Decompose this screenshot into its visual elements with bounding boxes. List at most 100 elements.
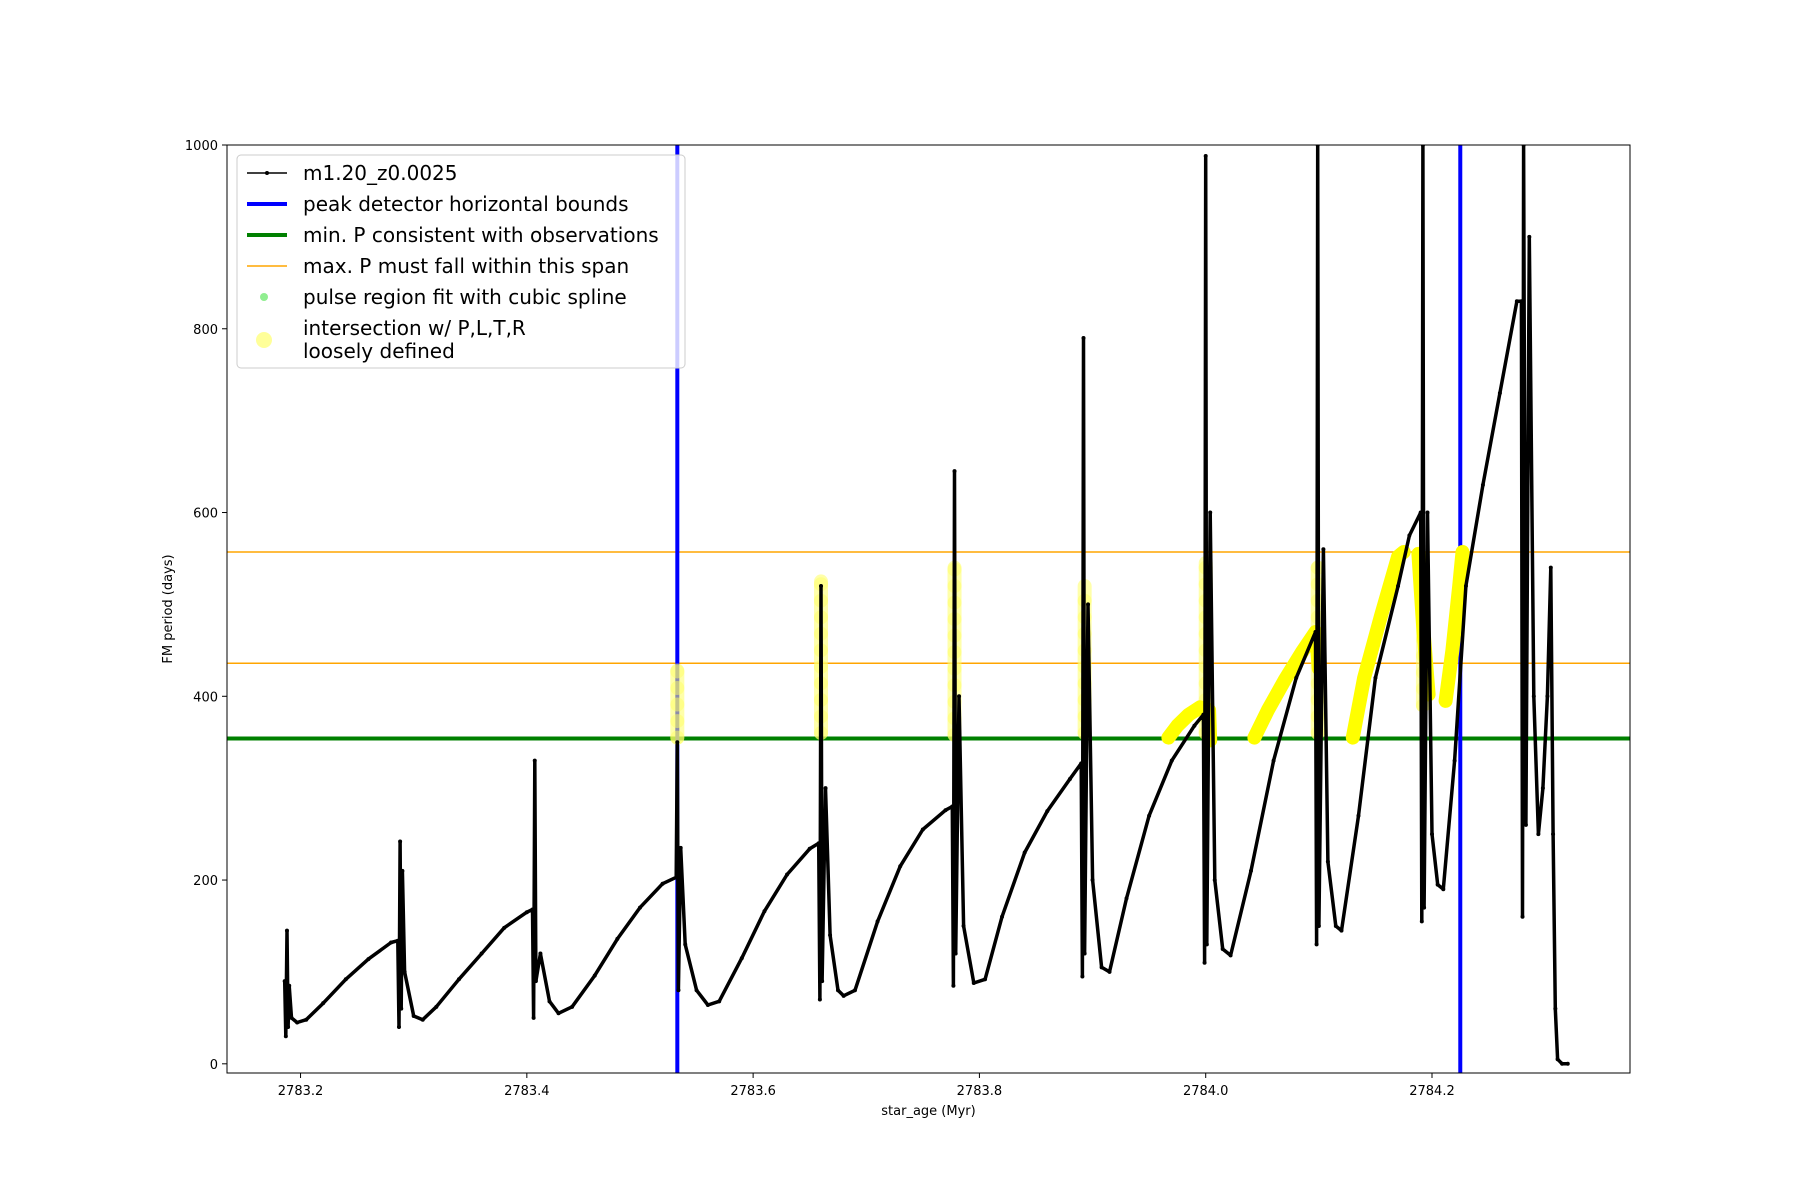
data-point (570, 1004, 575, 1009)
data-point (807, 846, 812, 851)
data-point (398, 839, 403, 844)
x-tick-label: 2783.4 (504, 1084, 550, 1099)
data-point (1169, 758, 1174, 763)
data-point (957, 694, 962, 699)
data-point (739, 956, 744, 961)
data-point (1099, 965, 1104, 970)
data-point (1313, 629, 1318, 634)
data-point (762, 909, 767, 914)
data-point (820, 979, 825, 984)
data-point (675, 740, 680, 745)
data-point (1425, 510, 1430, 515)
data-point (1514, 299, 1519, 304)
data-point (533, 979, 538, 984)
data-point (678, 845, 683, 850)
data-point (1531, 694, 1536, 699)
legend-label: max. P must fall within this span (303, 254, 629, 278)
spline-point (670, 681, 685, 696)
data-point (411, 1014, 416, 1019)
data-point (295, 1020, 300, 1025)
data-point (1480, 482, 1485, 487)
data-point (950, 804, 955, 809)
data-point (1441, 887, 1446, 892)
y-tick-label: 400 (193, 690, 218, 705)
plot-frame (226, 144, 1631, 1074)
data-point (819, 584, 824, 589)
data-point (1536, 832, 1541, 837)
data-point (898, 864, 903, 869)
y-tick-label: 600 (193, 507, 218, 522)
data-point (694, 988, 699, 993)
spline-column-1 (670, 663, 685, 745)
data-point (1107, 969, 1112, 974)
data-point (282, 979, 287, 984)
data-point (816, 841, 821, 846)
data-point (286, 1025, 291, 1030)
data-point (1422, 905, 1427, 910)
data-point (1560, 1061, 1565, 1066)
data-point (852, 988, 857, 993)
data-point (502, 925, 507, 930)
data-point (1463, 584, 1468, 589)
data-point (1045, 809, 1050, 814)
data-point (1396, 584, 1401, 589)
data-point (953, 951, 958, 956)
legend-label: pulse region fit with cubic spline (303, 285, 627, 309)
data-point (615, 936, 620, 941)
data-point (1316, 923, 1321, 928)
data-point (395, 938, 400, 943)
data-point (717, 999, 722, 1004)
x-axis: 2783.2 2783.4 2783.6 2783.8 2784.0 2784.2 (278, 1073, 1455, 1099)
data-point (952, 469, 957, 474)
data-point (1271, 758, 1276, 763)
spline-point (670, 730, 685, 745)
data-point (456, 977, 461, 982)
data-point (660, 881, 665, 886)
data-point (1321, 547, 1326, 552)
data-point (1248, 868, 1253, 873)
data-point (875, 919, 880, 924)
data-point (399, 1006, 404, 1011)
legend-marker (265, 171, 269, 175)
data-point (1553, 1006, 1558, 1011)
data-point (835, 988, 840, 993)
data-point (366, 957, 371, 962)
data-point (479, 951, 484, 956)
data-point (943, 808, 948, 813)
data-point (1527, 234, 1532, 239)
data-point (1418, 510, 1423, 515)
y-axis-label: FM period (days) (161, 554, 176, 663)
spline-segment-5 (1438, 545, 1470, 708)
data-point (1294, 675, 1299, 680)
spline-point (670, 697, 685, 712)
data-point (705, 1003, 710, 1008)
data-point (1212, 878, 1217, 883)
data-point (530, 907, 535, 912)
data-point (823, 786, 828, 791)
data-point (1565, 1061, 1570, 1066)
data-point (920, 827, 925, 832)
data-point (1548, 565, 1553, 570)
data-point (1203, 154, 1208, 159)
y-tick-label: 1000 (185, 139, 218, 154)
legend-label: m1.20_z0.0025 (303, 161, 458, 185)
data-point (683, 942, 688, 947)
data-point (400, 868, 405, 873)
legend-item-2: peak detector horizontal bounds (247, 192, 629, 216)
x-tick-label: 2784.0 (1183, 1084, 1229, 1099)
x-tick-label: 2783.6 (730, 1084, 776, 1099)
data-point (1325, 859, 1330, 864)
data-point (402, 969, 407, 974)
series-points (282, 145, 1570, 1066)
data-point (971, 980, 976, 985)
legend-item-1: m1.20_z0.0025 (247, 161, 458, 185)
data-point (1067, 776, 1072, 781)
x-tick-label: 2784.2 (1409, 1084, 1455, 1099)
data-point (1079, 761, 1084, 766)
data-point (531, 1015, 536, 1020)
data-point (304, 1017, 309, 1022)
y-tick-label: 200 (193, 874, 218, 889)
data-point (289, 1015, 294, 1020)
